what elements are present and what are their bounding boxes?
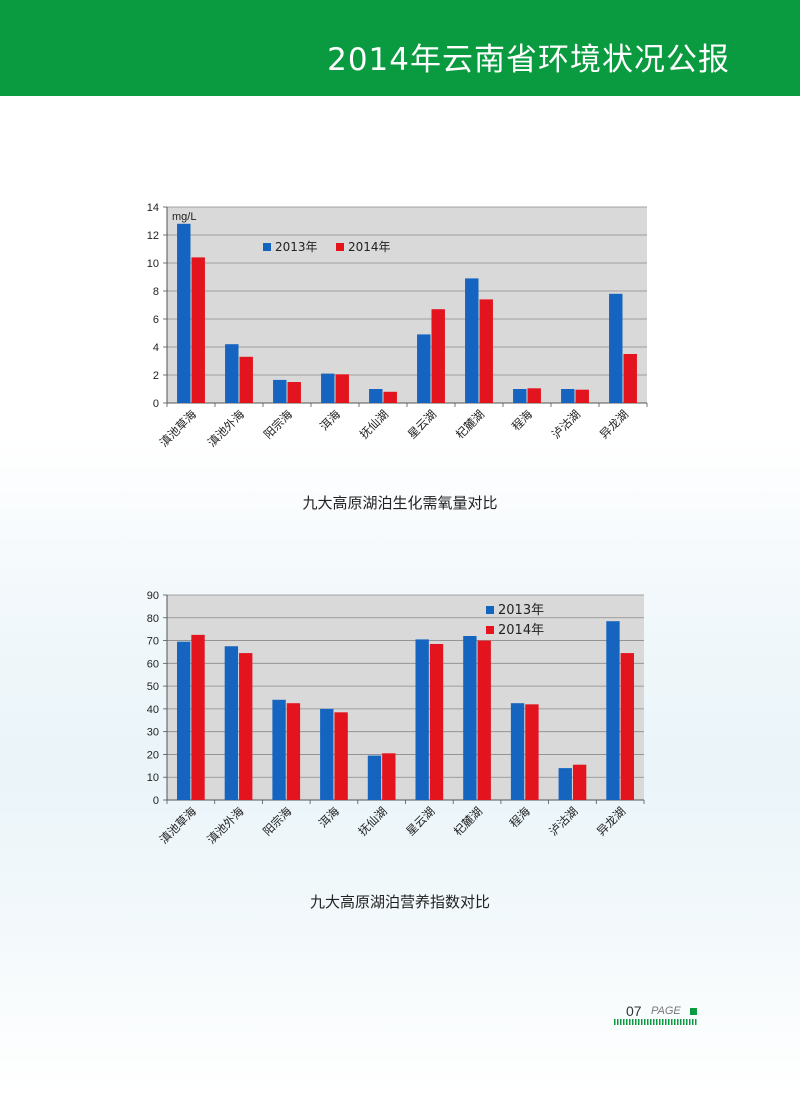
y-tick-label: 20	[147, 749, 159, 761]
bar-2013	[513, 389, 527, 403]
bar-2014	[479, 299, 493, 403]
bar-2013	[273, 379, 287, 403]
bar-2014	[335, 374, 349, 403]
bar-2013	[272, 699, 286, 800]
x-tick-label: 泸沽湖	[549, 407, 583, 441]
bar-2013	[558, 768, 572, 800]
bar-2014	[286, 703, 301, 800]
x-tick-label: 杞麓湖	[453, 407, 487, 441]
legend-label: 2014年	[348, 240, 391, 254]
x-tick-label: 滇池外海	[204, 804, 247, 847]
y-tick-label: 4	[153, 342, 159, 354]
y-tick-label: 0	[153, 795, 159, 807]
bar-2014	[239, 653, 253, 800]
bar-2013	[510, 703, 525, 800]
y-tick-label: 70	[147, 636, 159, 648]
bar-2013	[224, 646, 239, 800]
legend-swatch	[486, 626, 494, 634]
y-tick-label: 10	[147, 258, 159, 270]
bar-2013	[561, 389, 575, 403]
x-tick-label: 洱海	[317, 407, 344, 434]
y-tick-label: 80	[147, 613, 159, 625]
page-number: 07	[626, 1003, 642, 1019]
bar-2014	[191, 634, 205, 800]
x-tick-label: 杞麓湖	[451, 804, 485, 838]
y-tick-label: 10	[147, 772, 159, 784]
bar-2013	[415, 639, 429, 800]
x-tick-label: 抚仙湖	[355, 804, 389, 838]
trophic-index-chart: 0 10 20 30 40 50 60 70 80 90 滇池草海 滇池外海 阳宗海 洱海 抚仙湖 星云湖 杞麓…	[147, 590, 645, 847]
page-header: 2014年云南省环境状况公报	[0, 0, 800, 96]
x-tick-label: 异龙湖	[597, 407, 631, 441]
y-tick-label: 0	[153, 398, 159, 410]
bar-2013	[321, 373, 335, 403]
plot-area	[167, 595, 644, 800]
bar-2013	[417, 334, 431, 403]
bar-2014	[287, 382, 301, 403]
y-tick-label: 12	[147, 230, 159, 242]
x-tick-label: 滇池外海	[205, 407, 248, 450]
bar-2013	[369, 389, 383, 403]
bar-2014	[477, 640, 491, 800]
bar-2014	[620, 653, 635, 800]
x-tick-label: 阳宗海	[261, 407, 296, 442]
x-tick-label: 星云湖	[405, 407, 439, 441]
bar-2013	[176, 641, 191, 800]
bar-2013	[465, 278, 479, 403]
y-tick-label: 50	[147, 681, 159, 693]
y-tick-label: 90	[147, 590, 159, 602]
bar-2014	[572, 764, 587, 800]
bar-2013	[225, 344, 239, 403]
y-tick-label: 14	[147, 202, 159, 214]
legend-label: 2013年	[275, 240, 318, 254]
bar-2014	[431, 309, 445, 403]
page-title: 2014年云南省环境状况公报	[327, 42, 730, 78]
x-tick-label: 泸沽湖	[546, 804, 580, 838]
y-tick-label: 30	[147, 727, 159, 739]
y-tick-label: 6	[153, 314, 159, 326]
x-tick-label: 星云湖	[403, 804, 437, 838]
bod-chart-caption: 九大高原湖泊生化需氧量对比	[302, 494, 498, 512]
legend-swatch	[263, 243, 271, 251]
unit-label: mg/L	[172, 211, 196, 223]
bar-2014	[239, 356, 253, 403]
plot-area	[167, 207, 647, 403]
bod-chart: 0 2 4 6 8 10 12 14 滇池草海 滇池外海 阳宗海 洱海 抚仙湖 星云湖 杞麓湖 程海 泸沽湖 异龙…	[147, 202, 648, 450]
bar-2013	[367, 755, 382, 800]
bar-2014	[383, 391, 397, 403]
page-marker-bar	[614, 1019, 698, 1025]
x-tick-label: 滇池草海	[157, 407, 200, 450]
bar-2013	[320, 708, 334, 800]
bar-2014	[382, 753, 396, 800]
y-tick-label: 60	[147, 658, 159, 670]
bar-2014	[191, 257, 205, 403]
bar-2014	[525, 704, 539, 800]
bar-2013	[463, 636, 477, 800]
bar-2014	[527, 388, 541, 403]
trophic-chart-caption: 九大高原湖泊营养指数对比	[309, 893, 490, 911]
x-tick-label: 异龙湖	[594, 804, 628, 838]
legend-swatch	[336, 243, 344, 251]
legend-swatch	[486, 606, 494, 614]
page-marker-square	[690, 1008, 697, 1015]
bar-2014	[334, 712, 348, 800]
x-tick-label: 滇池草海	[157, 804, 200, 847]
bar-2013	[177, 223, 191, 403]
x-tick-label: 洱海	[316, 804, 343, 831]
y-tick-label: 8	[153, 286, 159, 298]
legend-label: 2013年	[498, 603, 544, 618]
x-tick-label: 程海	[507, 804, 534, 831]
page-label: PAGE	[651, 1005, 681, 1017]
bar-2014	[429, 643, 444, 800]
bar-2013	[606, 621, 620, 800]
legend-label: 2014年	[498, 623, 544, 638]
y-tick-label: 2	[153, 370, 159, 382]
bar-2014	[623, 354, 637, 403]
y-tick-label: 40	[147, 704, 159, 716]
x-tick-label: 阳宗海	[260, 804, 295, 839]
x-tick-label: 抚仙湖	[357, 407, 391, 441]
bar-2014	[575, 389, 589, 403]
x-tick-label: 程海	[509, 407, 536, 434]
bar-2013	[609, 293, 623, 403]
